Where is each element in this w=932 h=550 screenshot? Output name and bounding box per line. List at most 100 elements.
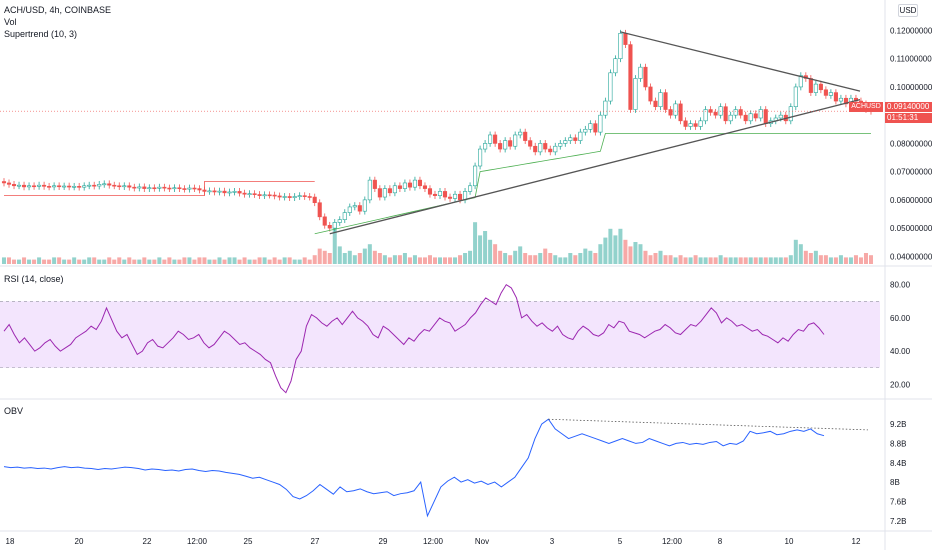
volume-bar (573, 255, 578, 264)
time-tick-label: Nov (475, 537, 489, 546)
rsi-band (0, 301, 880, 368)
volume-bar (618, 228, 623, 264)
candle-body (558, 143, 563, 147)
obv-tick-label: 7.2B (890, 517, 906, 526)
volume-bar (678, 255, 683, 264)
volume-bar (843, 257, 848, 264)
volume-bar (723, 257, 728, 264)
volume-bar (493, 244, 498, 264)
candle-body (122, 185, 127, 188)
candle-body (723, 106, 728, 122)
candle-body (643, 66, 648, 88)
volume-bar (312, 255, 317, 264)
candle-body (533, 145, 538, 153)
candle-body (302, 195, 307, 197)
candle-body (362, 199, 367, 212)
volume-bar (518, 246, 523, 264)
volume-bar (162, 259, 167, 264)
candle-body (618, 32, 623, 60)
candle-body (598, 114, 603, 133)
volume-bar (758, 257, 763, 264)
volume-bar (52, 257, 57, 264)
candle-body (663, 92, 668, 110)
candle-body (473, 165, 478, 187)
candle-body (753, 113, 758, 119)
time-tick-label: 27 (311, 537, 320, 546)
volume-bar (252, 259, 257, 264)
volume-bar (152, 259, 157, 264)
rsi-line (3, 283, 825, 394)
candle-body (843, 97, 848, 105)
volume-bar (658, 250, 663, 264)
volume-bar (443, 257, 448, 264)
volume-bar (568, 253, 573, 264)
volume-bar (317, 248, 322, 264)
candle-body (838, 97, 843, 102)
candle-body (688, 123, 693, 127)
candle-body (157, 186, 162, 189)
candle-body (16, 184, 22, 187)
candle-body (292, 196, 297, 198)
candle-body (87, 184, 92, 187)
volume-bar (107, 257, 112, 264)
candle-body (347, 206, 352, 213)
volume-bar (12, 259, 17, 264)
time-tick-label: 5 (618, 537, 623, 546)
rsi-tick-label: 40.00 (890, 347, 911, 356)
candle-body (167, 187, 172, 190)
price-tag-countdown: 01:51:31 (885, 113, 932, 123)
candle-body (623, 32, 628, 45)
volume-bar (47, 259, 52, 264)
candle-body (573, 137, 578, 141)
volume-bar (182, 257, 187, 264)
candle-body (37, 184, 42, 187)
volume-bar (202, 257, 207, 264)
volume-bar (683, 257, 688, 264)
price-tick-label: 0.04000000 (890, 252, 932, 261)
volume-bar (848, 257, 853, 264)
volume-bar (523, 253, 528, 264)
candle-body (282, 196, 287, 198)
volume-bar (97, 259, 102, 264)
candle-body (513, 134, 518, 147)
candle-body (367, 179, 372, 201)
volume-bar (222, 259, 227, 264)
currency-badge[interactable]: USD (898, 4, 918, 17)
time-axis[interactable]: 18 20 22 12:00 25 27 29 12:00 Nov 3 5 12:00 8 10 12 (6, 537, 861, 546)
volume-bar (783, 257, 788, 264)
candle-body (638, 66, 643, 79)
volume-bar (468, 250, 473, 264)
time-tick-label: 3 (550, 537, 555, 546)
volume-bar (127, 257, 132, 264)
volume-bar (267, 259, 272, 264)
volume-bar (422, 257, 427, 264)
price-tick-label: 0.11000000 (890, 55, 932, 64)
obv-pane[interactable] (3, 418, 869, 518)
candle-body (382, 188, 387, 198)
candle-body (653, 100, 658, 108)
volume-bar (798, 244, 803, 264)
volume-bar (92, 257, 97, 264)
volume-bar (863, 253, 868, 264)
candle-body (47, 186, 52, 188)
obv-tick-label: 9.2B (890, 420, 906, 429)
volume-bar (42, 259, 47, 264)
rsi-pane[interactable] (0, 283, 880, 394)
time-tick-label: 12:00 (662, 537, 683, 546)
volume-bar (172, 259, 177, 264)
price-pane[interactable] (0, 29, 885, 264)
obv-tick-label: 8B (890, 478, 900, 487)
candle-body (162, 186, 167, 189)
volume-bar (367, 244, 372, 264)
candle-body (658, 92, 663, 108)
candle-body (107, 183, 112, 186)
volume-bar (242, 257, 247, 264)
rsi-tick-label: 60.00 (890, 314, 911, 323)
volume-bar (458, 255, 463, 264)
volume-bar (297, 259, 302, 264)
volume-bar (132, 259, 137, 264)
volume-bar (72, 257, 77, 264)
price-tick-label: 0.12000000 (890, 26, 932, 35)
